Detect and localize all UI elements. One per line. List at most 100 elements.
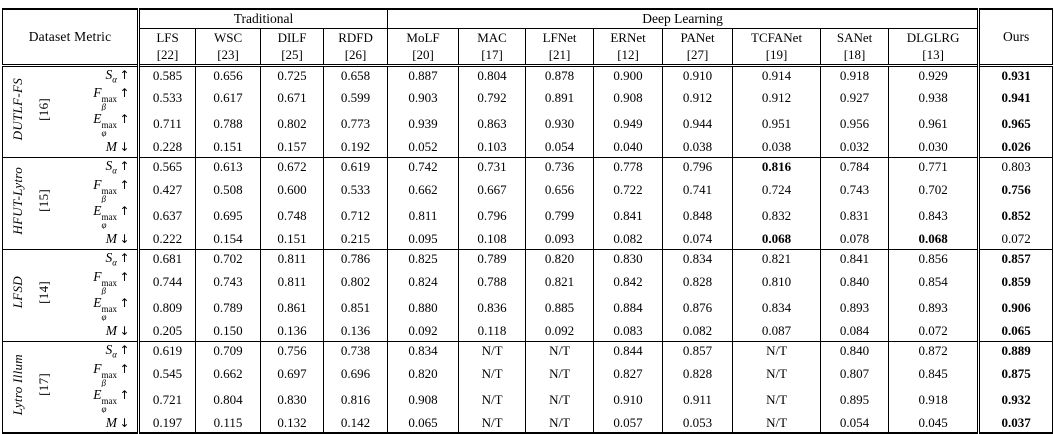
value-cell-ours: 0.065 bbox=[977, 321, 1053, 341]
value-cell: 0.092 bbox=[387, 321, 459, 341]
value-cell: 0.032 bbox=[820, 137, 889, 157]
metric-symbol: E bbox=[93, 387, 102, 402]
category-header-traditional: Traditional bbox=[137, 9, 388, 29]
metric-label: M ↓ bbox=[55, 321, 139, 341]
table-row: M ↓ 0.205 0.150 0.136 0.136 0.092 0.118 0.092 0.0… bbox=[3, 321, 1053, 341]
method-citation: [19] bbox=[765, 47, 788, 62]
value-cell: 0.725 bbox=[260, 63, 324, 85]
up-arrow-icon: ↑ bbox=[119, 204, 130, 218]
metric-symbol: M bbox=[105, 230, 118, 246]
value-cell: 0.068 bbox=[888, 229, 979, 249]
table-row: M ↓ 0.197 0.115 0.132 0.142 0.065 N/T N/T 0.057 0.… bbox=[3, 413, 1053, 433]
value-cell: 0.821 bbox=[525, 269, 594, 295]
benchmark-results-table: Dataset Metric Traditional Deep Learning… bbox=[2, 8, 1054, 434]
metric-supsub: max φ bbox=[101, 304, 118, 322]
dataset-label-dutlf-fs: DUTLF-FS bbox=[2, 63, 33, 157]
value-cell: 0.118 bbox=[458, 321, 526, 341]
dataset-citation: [14] bbox=[32, 248, 55, 341]
metric-label: M ↓ bbox=[55, 229, 139, 249]
value-cell: 0.743 bbox=[820, 177, 889, 203]
value-cell: N/T bbox=[525, 340, 594, 361]
metric-symbol: F bbox=[93, 177, 102, 192]
value-cell: 0.900 bbox=[593, 63, 663, 85]
value-cell: 0.068 bbox=[732, 229, 821, 249]
value-cell: 0.619 bbox=[137, 340, 196, 361]
value-cell: 0.796 bbox=[458, 203, 526, 229]
value-cell: 0.662 bbox=[195, 361, 261, 387]
value-cell-ours: 0.026 bbox=[977, 137, 1053, 157]
value-cell-ours: 0.941 bbox=[977, 85, 1053, 111]
method-name: WSC bbox=[213, 30, 243, 45]
dataset-citation: [17] bbox=[32, 340, 55, 433]
value-cell: 0.702 bbox=[195, 248, 261, 269]
value-cell: 0.841 bbox=[593, 203, 663, 229]
method-name: DILF bbox=[277, 30, 307, 45]
value-cell: 0.788 bbox=[458, 269, 526, 295]
dataset-citation-rotated: [17] bbox=[35, 372, 51, 396]
method-name: MoLF bbox=[406, 30, 440, 45]
value-cell: 0.854 bbox=[888, 269, 979, 295]
value-cell-ours: 0.037 bbox=[977, 413, 1053, 433]
up-arrow-icon: ↑ bbox=[119, 388, 130, 402]
value-cell: 0.918 bbox=[888, 387, 979, 413]
metric-subscript: α bbox=[112, 350, 118, 361]
value-cell: 0.702 bbox=[888, 177, 979, 203]
dataset-label-hfut-lytro: HFUT-Lytro bbox=[2, 156, 33, 249]
value-cell: 0.908 bbox=[593, 85, 663, 111]
value-cell: 0.132 bbox=[260, 413, 324, 433]
metric-subscript: α bbox=[112, 258, 118, 269]
value-cell: 0.820 bbox=[387, 361, 459, 387]
metric-symbol: S bbox=[105, 66, 113, 82]
value-cell: 0.756 bbox=[260, 340, 324, 361]
value-cell: 0.844 bbox=[593, 340, 663, 361]
metric-symbol: M bbox=[105, 138, 118, 154]
value-cell: 0.695 bbox=[195, 203, 261, 229]
value-cell: 0.150 bbox=[195, 321, 261, 341]
value-cell: 0.065 bbox=[387, 413, 459, 433]
value-cell: 0.836 bbox=[458, 295, 526, 321]
value-cell: 0.599 bbox=[323, 85, 388, 111]
up-arrow-icon: ↑ bbox=[119, 362, 130, 376]
value-cell: 0.721 bbox=[137, 387, 196, 413]
value-cell: 0.228 bbox=[137, 137, 196, 157]
value-cell: 0.824 bbox=[387, 269, 459, 295]
metric-supsub: max φ bbox=[101, 396, 118, 414]
value-cell: 0.154 bbox=[195, 229, 261, 249]
value-cell: 0.672 bbox=[260, 156, 324, 177]
dataset-citation-rotated: [15] bbox=[35, 189, 51, 212]
metric-label: Sα ↑ bbox=[54, 156, 139, 177]
method-header-wsc: WSC [23] bbox=[195, 28, 261, 65]
value-cell: 0.878 bbox=[525, 63, 594, 85]
ours-header: Ours bbox=[977, 9, 1053, 65]
value-cell: N/T bbox=[525, 413, 594, 433]
category-header-deep-learning: Deep Learning bbox=[387, 9, 979, 29]
value-cell: 0.197 bbox=[137, 413, 196, 433]
metric-symbol: F bbox=[93, 269, 102, 284]
value-cell: 0.731 bbox=[458, 156, 526, 177]
value-cell: 0.796 bbox=[662, 156, 733, 177]
value-cell: 0.851 bbox=[323, 295, 388, 321]
value-cell: 0.895 bbox=[820, 387, 889, 413]
metric-subscript: α bbox=[112, 166, 118, 177]
value-cell: 0.789 bbox=[458, 248, 526, 269]
method-citation: [17] bbox=[481, 47, 503, 62]
value-cell: 0.887 bbox=[387, 63, 459, 85]
value-cell: 0.192 bbox=[323, 137, 388, 157]
value-cell: 0.778 bbox=[593, 156, 663, 177]
value-cell: 0.613 bbox=[195, 156, 261, 177]
dataset-label-lfsd: LFSD bbox=[2, 248, 33, 341]
method-citation: [20] bbox=[412, 47, 434, 62]
dataset-citation-rotated: [14] bbox=[35, 281, 51, 304]
value-cell: 0.696 bbox=[323, 361, 388, 387]
table-row: Lytro Illum [17] Sα ↑ 0.619 0.709 0.756 0.738 0.… bbox=[2, 340, 1053, 433]
value-cell: 0.600 bbox=[260, 177, 324, 203]
method-header-panet: PANet [27] bbox=[662, 28, 733, 65]
value-cell: 0.773 bbox=[323, 111, 388, 137]
up-arrow-icon: ↑ bbox=[119, 112, 130, 126]
metric-symbol: S bbox=[105, 250, 113, 266]
up-arrow-icon: ↑ bbox=[119, 67, 130, 82]
